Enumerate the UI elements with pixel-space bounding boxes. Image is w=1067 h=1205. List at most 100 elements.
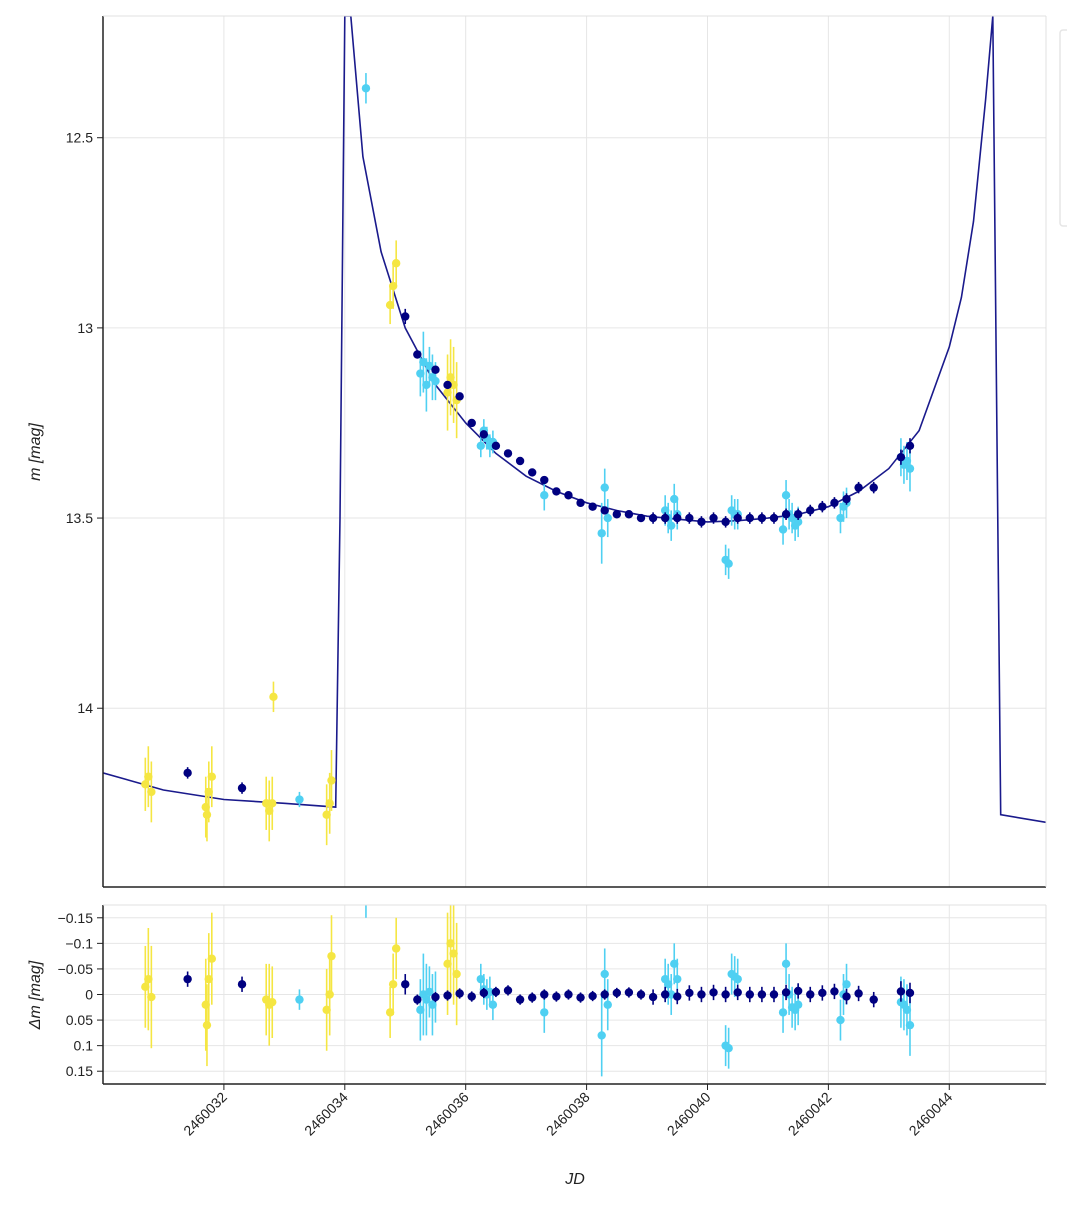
data-point-i — [322, 810, 331, 819]
data-point-r — [670, 959, 679, 969]
data-point-i — [449, 380, 458, 390]
main-y-axis-title: m [mag] — [27, 423, 44, 481]
data-point-r — [425, 987, 434, 997]
data-point-i — [147, 787, 156, 797]
data-point-g — [896, 453, 906, 462]
data-point-g — [413, 995, 422, 1004]
data-point-g — [648, 513, 658, 523]
data-point-i — [391, 259, 401, 268]
panel-frames — [102, 15, 1047, 1085]
data-point-g — [479, 988, 489, 998]
data-point-i — [325, 990, 334, 999]
data-point-g — [576, 993, 585, 1002]
y-tick-label: 12.5 — [66, 130, 93, 146]
data-point-g — [660, 990, 670, 999]
data-point-g — [540, 475, 549, 485]
y-tick-label: 13 — [77, 320, 93, 336]
data-point-r — [428, 1000, 437, 1009]
data-point-i — [325, 799, 334, 808]
data-point-i — [202, 810, 212, 819]
x-axis-title: JD — [564, 1171, 585, 1188]
x-tick-label: 2460038 — [543, 1089, 593, 1139]
x-tick-label: 2460036 — [422, 1089, 472, 1139]
data-point-i — [446, 373, 455, 382]
data-point-i — [391, 944, 401, 953]
data-point-r — [667, 521, 676, 530]
data-point-r — [600, 483, 609, 492]
data-point-r — [416, 1005, 425, 1015]
data-point-g — [673, 513, 682, 523]
legend-box — [1059, 29, 1067, 227]
data-point-g — [503, 986, 513, 995]
data-point-i — [385, 1008, 395, 1017]
data-point-i — [443, 388, 452, 397]
data-point-r — [425, 361, 434, 371]
data-point-r — [781, 491, 791, 500]
data-point-g — [673, 992, 682, 1001]
data-point-r — [660, 506, 670, 515]
data-point-r — [836, 1015, 845, 1025]
data-point-r — [778, 525, 788, 534]
x-tick-label: 2460032 — [180, 1089, 230, 1139]
data-point-g — [455, 989, 464, 998]
data-point-g — [467, 418, 476, 428]
data-point-r — [603, 513, 612, 523]
x-tick-label: 2460044 — [906, 1089, 956, 1139]
data-point-r — [600, 969, 609, 979]
residual-y-axis-title: Δm [mag] — [27, 960, 44, 1030]
data-point-r — [673, 974, 682, 984]
data-point-i — [141, 780, 150, 789]
data-point-r — [361, 84, 371, 93]
data-point-g — [183, 974, 192, 984]
data-point-r — [416, 369, 425, 378]
data-point-i — [268, 799, 277, 808]
data-point-g — [869, 995, 878, 1004]
data-point-g — [237, 980, 247, 989]
data-point-i — [201, 1000, 210, 1009]
data-point-r — [295, 995, 304, 1004]
data-point-g — [612, 510, 622, 519]
data-point-g — [806, 990, 815, 999]
data-point-g — [781, 988, 791, 997]
main-panel-plot — [103, 16, 1046, 846]
data-point-g — [503, 449, 513, 458]
x-tick-label: 2460040 — [664, 1089, 714, 1139]
data-point-g — [769, 990, 779, 999]
y-tick-label: 14 — [77, 700, 93, 716]
residual-panel-plot — [141, 905, 915, 1077]
data-point-g — [733, 988, 742, 997]
model-curve — [103, 16, 1046, 824]
data-point-i — [443, 959, 452, 969]
data-point-g — [697, 990, 706, 999]
data-point-i — [265, 806, 274, 816]
data-point-g — [769, 513, 779, 523]
y-tick-label: 0.15 — [66, 1063, 93, 1079]
data-point-g — [183, 768, 192, 778]
data-point-g — [854, 483, 863, 492]
y-tick-label: 0 — [85, 987, 93, 1003]
data-point-i — [202, 1020, 212, 1030]
data-point-g — [467, 992, 476, 1001]
data-point-g — [612, 988, 622, 998]
data-point-r — [476, 441, 486, 450]
data-point-g — [905, 441, 915, 450]
data-point-g — [401, 312, 410, 321]
data-point-g — [842, 992, 851, 1001]
data-point-g — [636, 990, 646, 999]
data-point-i — [147, 992, 156, 1002]
data-point-g — [842, 494, 851, 504]
data-point-g — [830, 498, 839, 508]
data-point-g — [721, 517, 730, 527]
data-point-g — [709, 988, 718, 997]
data-point-g — [685, 988, 694, 998]
y-tick-label: −0.1 — [65, 935, 93, 951]
data-point-r — [902, 1005, 912, 1015]
data-point-i — [201, 802, 210, 812]
data-point-r — [419, 357, 428, 367]
data-point-i — [268, 997, 277, 1007]
data-point-g — [648, 992, 658, 1002]
data-point-r — [603, 1000, 612, 1009]
data-point-i — [385, 300, 395, 310]
